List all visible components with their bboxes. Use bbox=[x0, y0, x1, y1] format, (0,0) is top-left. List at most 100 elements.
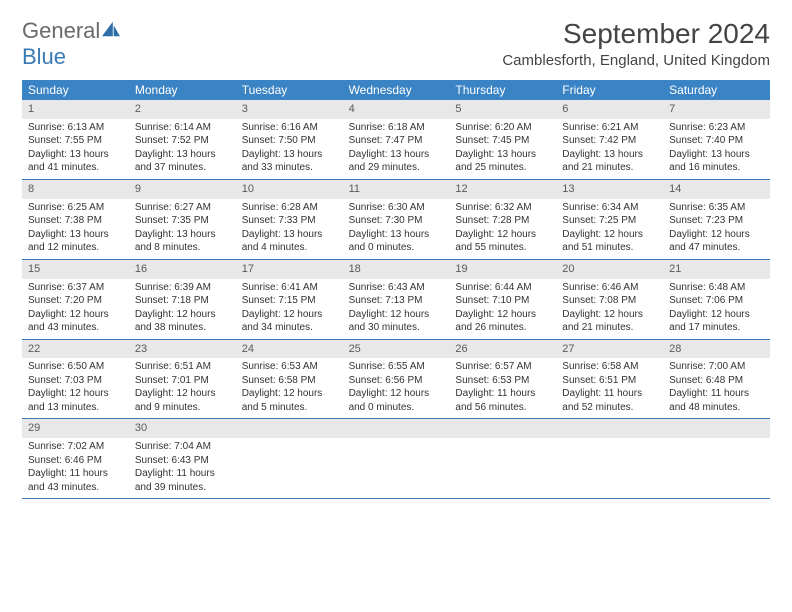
day-body: Sunrise: 6:20 AMSunset: 7:45 PMDaylight:… bbox=[449, 121, 556, 175]
day-number: 19 bbox=[449, 260, 556, 279]
sunrise-line: Sunrise: 6:16 AM bbox=[242, 121, 337, 135]
daylight-line: Daylight: 13 hours and 4 minutes. bbox=[242, 228, 337, 255]
day-number: 3 bbox=[236, 100, 343, 119]
day-cell: 17 Sunrise: 6:41 AMSunset: 7:15 PMDayligh… bbox=[236, 260, 343, 339]
sunrise-line: Sunrise: 6:50 AM bbox=[28, 360, 123, 374]
day-cell: 30 Sunrise: 7:04 AMSunset: 6:43 PMDayligh… bbox=[129, 419, 236, 498]
daylight-line: Daylight: 13 hours and 29 minutes. bbox=[349, 148, 444, 175]
sunrise-line: Sunrise: 6:23 AM bbox=[669, 121, 764, 135]
daylight-line: Daylight: 12 hours and 21 minutes. bbox=[562, 308, 657, 335]
day-body: Sunrise: 6:34 AMSunset: 7:25 PMDaylight:… bbox=[556, 201, 663, 255]
day-body: Sunrise: 6:37 AMSunset: 7:20 PMDaylight:… bbox=[22, 281, 129, 335]
day-body: Sunrise: 6:46 AMSunset: 7:08 PMDaylight:… bbox=[556, 281, 663, 335]
daylight-line: Daylight: 13 hours and 8 minutes. bbox=[135, 228, 230, 255]
sunrise-line: Sunrise: 6:27 AM bbox=[135, 201, 230, 215]
sunrise-line: Sunrise: 6:55 AM bbox=[349, 360, 444, 374]
dow-cell: Thursday bbox=[449, 80, 556, 100]
sunrise-line: Sunrise: 7:00 AM bbox=[669, 360, 764, 374]
day-cell: 28Sunrise: 7:00 AMSunset: 6:48 PMDayligh… bbox=[663, 340, 770, 419]
day-body: Sunrise: 6:41 AMSunset: 7:15 PMDaylight:… bbox=[236, 281, 343, 335]
sunset-line: Sunset: 7:40 PM bbox=[669, 134, 764, 148]
sunset-line: Sunset: 7:42 PM bbox=[562, 134, 657, 148]
day-number: 24 bbox=[236, 340, 343, 359]
daylight-line: Daylight: 13 hours and 0 minutes. bbox=[349, 228, 444, 255]
day-body: Sunrise: 6:16 AMSunset: 7:50 PMDaylight:… bbox=[236, 121, 343, 175]
sunrise-line: Sunrise: 6:18 AM bbox=[349, 121, 444, 135]
day-number: 5 bbox=[449, 100, 556, 119]
day-cell: 21Sunrise: 6:48 AMSunset: 7:06 PMDayligh… bbox=[663, 260, 770, 339]
day-body: Sunrise: 6:51 AMSunset: 7:01 PMDaylight:… bbox=[129, 360, 236, 414]
sunrise-line: Sunrise: 6:44 AM bbox=[455, 281, 550, 295]
sunset-line: Sunset: 6:46 PM bbox=[28, 454, 123, 468]
day-number: 15 bbox=[22, 260, 129, 279]
sunset-line: Sunset: 7:38 PM bbox=[28, 214, 123, 228]
day-body: Sunrise: 6:58 AMSunset: 6:51 PMDaylight:… bbox=[556, 360, 663, 414]
day-cell: 13 Sunrise: 6:34 AMSunset: 7:25 PMDayligh… bbox=[556, 180, 663, 259]
week-row: 1Sunrise: 6:13 AMSunset: 7:55 PMDaylight… bbox=[22, 100, 770, 180]
sunset-line: Sunset: 6:43 PM bbox=[135, 454, 230, 468]
day-number: 27 bbox=[556, 340, 663, 359]
day-body: Sunrise: 6:27 AMSunset: 7:35 PMDaylight:… bbox=[129, 201, 236, 255]
week-row: 15 Sunrise: 6:37 AMSunset: 7:20 PMDayligh… bbox=[22, 260, 770, 340]
day-cell: 12Sunrise: 6:32 AMSunset: 7:28 PMDayligh… bbox=[449, 180, 556, 259]
day-body: Sunrise: 7:04 AMSunset: 6:43 PMDaylight:… bbox=[129, 440, 236, 494]
day-cell: 14 Sunrise: 6:35 AMSunset: 7:23 PMDayligh… bbox=[663, 180, 770, 259]
sunset-line: Sunset: 7:25 PM bbox=[562, 214, 657, 228]
day-number: 8 bbox=[22, 180, 129, 199]
day-cell bbox=[449, 419, 556, 498]
daylight-line: Daylight: 11 hours and 48 minutes. bbox=[669, 387, 764, 414]
day-number: 11 bbox=[343, 180, 450, 199]
day-number: 17 bbox=[236, 260, 343, 279]
sunset-line: Sunset: 6:58 PM bbox=[242, 374, 337, 388]
dow-cell: Friday bbox=[556, 80, 663, 100]
day-number: 30 bbox=[129, 419, 236, 438]
day-cell: 27Sunrise: 6:58 AMSunset: 6:51 PMDayligh… bbox=[556, 340, 663, 419]
day-cell: 25Sunrise: 6:55 AMSunset: 6:56 PMDayligh… bbox=[343, 340, 450, 419]
sunset-line: Sunset: 7:15 PM bbox=[242, 294, 337, 308]
sunset-line: Sunset: 7:01 PM bbox=[135, 374, 230, 388]
sunset-line: Sunset: 7:52 PM bbox=[135, 134, 230, 148]
day-number: 14 bbox=[663, 180, 770, 199]
sunrise-line: Sunrise: 6:39 AM bbox=[135, 281, 230, 295]
dow-header-row: SundayMondayTuesdayWednesdayThursdayFrid… bbox=[22, 80, 770, 100]
week-row: 29Sunrise: 7:02 AMSunset: 6:46 PMDayligh… bbox=[22, 419, 770, 499]
day-number: 4 bbox=[343, 100, 450, 119]
daylight-line: Daylight: 12 hours and 47 minutes. bbox=[669, 228, 764, 255]
dow-cell: Saturday bbox=[663, 80, 770, 100]
daylight-line: Daylight: 12 hours and 9 minutes. bbox=[135, 387, 230, 414]
day-number: 20 bbox=[556, 260, 663, 279]
day-number: 29 bbox=[22, 419, 129, 438]
day-cell: 11Sunrise: 6:30 AMSunset: 7:30 PMDayligh… bbox=[343, 180, 450, 259]
day-body: Sunrise: 6:50 AMSunset: 7:03 PMDaylight:… bbox=[22, 360, 129, 414]
day-number bbox=[663, 419, 770, 438]
daylight-line: Daylight: 11 hours and 56 minutes. bbox=[455, 387, 550, 414]
sunset-line: Sunset: 7:10 PM bbox=[455, 294, 550, 308]
day-cell bbox=[236, 419, 343, 498]
sunset-line: Sunset: 7:47 PM bbox=[349, 134, 444, 148]
sunset-line: Sunset: 7:55 PM bbox=[28, 134, 123, 148]
day-number: 13 bbox=[556, 180, 663, 199]
week-row: 8Sunrise: 6:25 AMSunset: 7:38 PMDaylight… bbox=[22, 180, 770, 260]
brand-logo: General Blue bbox=[22, 18, 122, 70]
day-cell: 1Sunrise: 6:13 AMSunset: 7:55 PMDaylight… bbox=[22, 100, 129, 179]
sunset-line: Sunset: 7:33 PM bbox=[242, 214, 337, 228]
day-cell: 4 Sunrise: 6:18 AMSunset: 7:47 PMDaylight… bbox=[343, 100, 450, 179]
sunrise-line: Sunrise: 6:32 AM bbox=[455, 201, 550, 215]
daylight-line: Daylight: 12 hours and 17 minutes. bbox=[669, 308, 764, 335]
sunset-line: Sunset: 7:30 PM bbox=[349, 214, 444, 228]
sunset-line: Sunset: 7:03 PM bbox=[28, 374, 123, 388]
day-number: 12 bbox=[449, 180, 556, 199]
title-block: September 2024 Camblesforth, England, Un… bbox=[502, 18, 770, 69]
day-cell: 3 Sunrise: 6:16 AMSunset: 7:50 PMDaylight… bbox=[236, 100, 343, 179]
day-body: Sunrise: 6:21 AMSunset: 7:42 PMDaylight:… bbox=[556, 121, 663, 175]
sunrise-line: Sunrise: 6:41 AM bbox=[242, 281, 337, 295]
day-body: Sunrise: 6:35 AMSunset: 7:23 PMDaylight:… bbox=[663, 201, 770, 255]
day-number: 26 bbox=[449, 340, 556, 359]
daylight-line: Daylight: 12 hours and 5 minutes. bbox=[242, 387, 337, 414]
brand-word2: Blue bbox=[22, 44, 66, 69]
day-body: Sunrise: 6:43 AMSunset: 7:13 PMDaylight:… bbox=[343, 281, 450, 335]
day-cell: 9Sunrise: 6:27 AMSunset: 7:35 PMDaylight… bbox=[129, 180, 236, 259]
sunrise-line: Sunrise: 6:43 AM bbox=[349, 281, 444, 295]
daylight-line: Daylight: 13 hours and 41 minutes. bbox=[28, 148, 123, 175]
header: General Blue September 2024 Camblesforth… bbox=[22, 18, 770, 70]
